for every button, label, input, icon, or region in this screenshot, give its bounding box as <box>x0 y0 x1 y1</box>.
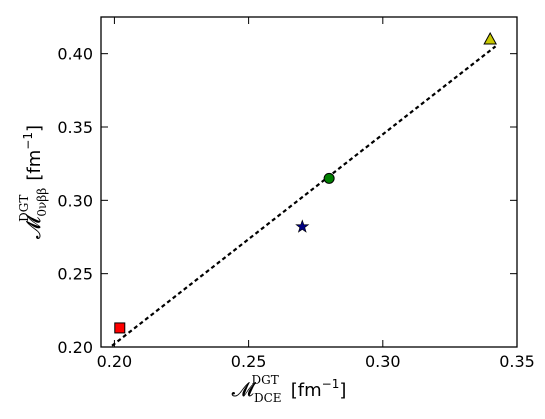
marks-layer <box>108 31 498 347</box>
y-axis-unit-exp: −1 <box>21 132 35 150</box>
x-axis-unit-close: ] <box>339 380 346 401</box>
data-point-circle <box>323 172 335 184</box>
data-point-star <box>295 219 310 233</box>
ticks-layer: 0.20 0.25 0.30 0.35 0.20 0.25 0.30 0.35 0.40 <box>57 17 535 371</box>
x-tick-label: 0.30 <box>365 352 401 371</box>
y-tick-label: 0.40 <box>57 45 93 64</box>
x-axis-sub: DCE <box>254 391 282 405</box>
fit-line <box>108 45 497 347</box>
y-axis-unit-close: ] <box>24 125 45 132</box>
x-tick-label: 0.25 <box>231 352 267 371</box>
data-point-triangle <box>483 31 498 45</box>
x-axis-unit: [fm <box>291 380 322 401</box>
x-axis-symbol: 𝓜 <box>232 377 257 401</box>
plot-frame <box>100 16 518 348</box>
y-axis-unit: [fm <box>24 150 45 181</box>
y-axis-sup: DGT <box>17 195 31 222</box>
x-axis-label: 𝓜DCE DGT [fm−1] <box>232 373 347 405</box>
y-axis-label: 𝓜0νββ DGT [fm−1] <box>17 125 49 239</box>
y-tick-label: 0.30 <box>57 191 93 210</box>
data-point-square <box>114 322 126 334</box>
y-tick-label: 0.35 <box>57 118 93 137</box>
x-tick-label: 0.20 <box>97 352 133 371</box>
y-axis-symbol: 𝓜 <box>21 214 45 239</box>
x-axis-sup: DGT <box>252 373 279 387</box>
y-axis-sub: 0νββ <box>35 188 49 217</box>
y-tick-label: 0.20 <box>57 338 93 357</box>
x-axis-unit-exp: −1 <box>322 377 340 391</box>
y-tick-label: 0.25 <box>57 265 93 284</box>
x-tick-label: 0.35 <box>499 352 535 371</box>
